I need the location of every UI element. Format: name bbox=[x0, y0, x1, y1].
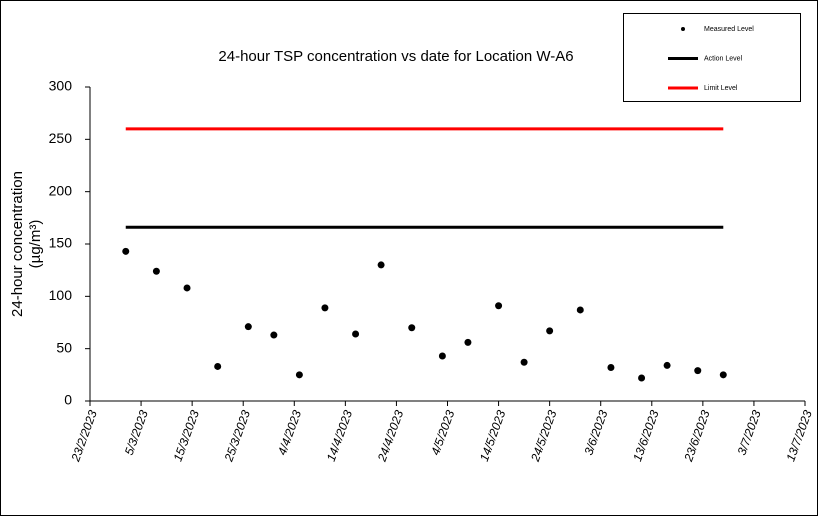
data-point bbox=[183, 284, 191, 292]
y-axis-label: 24-hour concentration bbox=[9, 171, 26, 317]
y-tick-label: 100 bbox=[49, 287, 73, 303]
data-point bbox=[214, 362, 222, 370]
y-tick-label: 50 bbox=[56, 339, 72, 355]
data-point bbox=[377, 261, 385, 269]
data-point bbox=[464, 338, 472, 346]
data-point bbox=[152, 267, 160, 275]
y-tick-label: 150 bbox=[49, 235, 73, 251]
y-tick-label: 200 bbox=[49, 182, 73, 198]
data-point bbox=[719, 371, 727, 379]
y-axis-label: (µg/m³) bbox=[27, 220, 44, 269]
legend-label: Measured Level bbox=[704, 26, 754, 33]
data-point bbox=[295, 371, 303, 379]
data-point bbox=[495, 302, 503, 310]
data-point bbox=[270, 331, 278, 339]
data-point bbox=[638, 374, 646, 382]
data-point bbox=[244, 323, 252, 331]
data-point bbox=[408, 324, 416, 332]
data-point bbox=[438, 352, 446, 360]
y-tick-label: 250 bbox=[49, 130, 73, 146]
data-point bbox=[352, 330, 360, 338]
legend-label: Action Level bbox=[704, 55, 743, 62]
data-point bbox=[520, 358, 528, 366]
data-point bbox=[607, 364, 615, 372]
data-point bbox=[321, 304, 329, 312]
data-point bbox=[576, 306, 584, 314]
data-point bbox=[663, 361, 671, 369]
legend-swatch bbox=[681, 27, 685, 31]
chart-title: 24-hour TSP concentration vs date for Lo… bbox=[218, 48, 573, 65]
y-tick-label: 0 bbox=[64, 392, 72, 408]
y-tick-label: 300 bbox=[49, 78, 73, 94]
data-point bbox=[694, 367, 702, 375]
data-point bbox=[546, 327, 554, 335]
legend-box bbox=[623, 13, 801, 102]
legend-label: Limit Level bbox=[704, 85, 738, 92]
data-point bbox=[122, 247, 130, 255]
